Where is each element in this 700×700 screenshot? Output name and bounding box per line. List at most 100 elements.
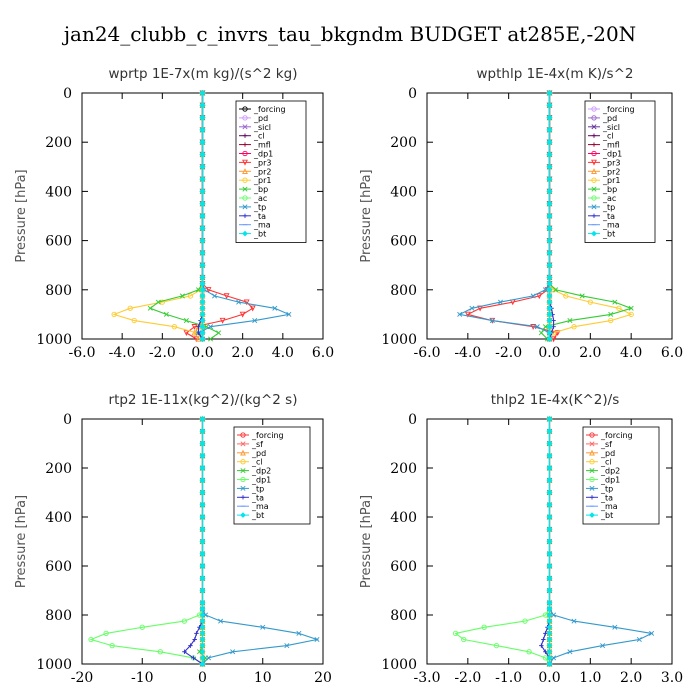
legend-entry: _bt	[251, 511, 264, 520]
legend-marker	[240, 495, 246, 500]
legend-marker	[242, 168, 248, 174]
legend-marker	[591, 150, 597, 157]
legend-entry: _pr2	[253, 167, 271, 176]
legend-entry: _pr3	[253, 158, 271, 167]
panel-title: wpthlp 1E-4x(m K)/s^2	[477, 66, 634, 82]
x-tick-label: 2.0	[579, 345, 601, 361]
x-tick-label: -20	[71, 670, 94, 686]
legend-marker	[242, 133, 248, 138]
y-tick-label: 0	[63, 86, 72, 102]
legend-entry: _forcing	[253, 105, 286, 114]
y-tick-label: 0	[63, 412, 72, 428]
legend-marker	[240, 512, 246, 518]
legend-entry: _sf	[251, 440, 263, 449]
legend-marker	[591, 168, 597, 174]
legend-entry: _bp	[602, 185, 617, 194]
legend-entry: _sicl	[602, 123, 620, 132]
legend-marker	[589, 476, 595, 483]
y-axis-label: Pressure [hPa]	[14, 169, 29, 262]
legend-entry: _mfl	[253, 141, 271, 150]
y-tick-label: 800	[45, 608, 72, 624]
legend-entry: _bt	[253, 230, 266, 239]
x-tick-label: -10	[131, 670, 154, 686]
legend-entry: _cl	[251, 458, 263, 467]
legend-marker	[591, 204, 597, 210]
legend-entry: _tp	[253, 203, 266, 212]
legend-marker	[589, 449, 595, 456]
legend-entry: _pd	[602, 114, 617, 123]
legend-marker	[589, 495, 595, 500]
legend-entry: _sicl	[253, 123, 271, 132]
series-points-bt	[546, 90, 553, 342]
legend-marker	[589, 441, 595, 447]
x-tick-label: -3.0	[414, 670, 441, 686]
legend-entry: _ma	[253, 221, 271, 230]
legend-marker	[591, 159, 597, 166]
legend-marker	[240, 476, 246, 483]
legend-marker	[240, 432, 246, 438]
legend-marker	[589, 432, 595, 438]
legend: _forcing_sf_pd_cl_dp2_dp1_tp_ta_ma_bt	[582, 426, 660, 525]
legend-marker	[242, 150, 248, 157]
legend-entry: _tp	[600, 484, 613, 493]
y-tick-label: 400	[390, 510, 417, 526]
series-points-bp	[147, 90, 222, 342]
legend: _forcing_sf_pd_cl_dp2_dp1_tp_ta_ma_bt	[233, 426, 311, 525]
legend-box	[582, 426, 660, 525]
legend-marker	[242, 177, 248, 183]
legend-entry: _mfl	[602, 141, 620, 150]
legend-marker	[591, 177, 597, 183]
y-tick-label: 600	[45, 234, 72, 250]
legend: _forcing_pd_sicl_cl_mfl_dp1_pr3_pr2_pr1_…	[235, 100, 307, 243]
legend-marker	[242, 230, 248, 237]
legend-marker	[591, 133, 597, 138]
legend-entry: _ta	[253, 212, 266, 221]
legend-entry: _pr3	[602, 158, 620, 167]
series-points-dp1	[452, 416, 553, 667]
legend-entry: _dp2	[251, 467, 271, 476]
y-tick-label: 800	[45, 283, 72, 299]
legend-entry: _pr2	[602, 167, 620, 176]
x-tick-label: 0.0	[538, 670, 560, 686]
legend-marker	[242, 213, 248, 218]
y-tick-label: 200	[390, 135, 417, 151]
panel-title: wprtp 1E-7x(m kg)/(s^2 kg)	[109, 66, 298, 82]
legend-entry: _bt	[602, 230, 615, 239]
y-tick-label: 200	[45, 461, 72, 477]
x-tick-label: 0.0	[538, 345, 560, 361]
legend-marker	[591, 230, 597, 237]
legend-entry: _ta	[600, 493, 613, 502]
legend-marker	[240, 468, 246, 474]
y-tick-label: 600	[45, 559, 72, 575]
legend-marker	[242, 115, 248, 121]
legend-marker	[242, 159, 248, 166]
legend-entry: _cl	[600, 458, 612, 467]
legend-marker	[589, 485, 595, 491]
legend-entry: _dp2	[600, 467, 620, 476]
y-tick-label: 200	[45, 135, 72, 151]
legend-marker	[240, 485, 246, 491]
chart-panel-1: wprtp 1E-7x(m kg)/(s^2 kg) Pressure [hPa]…	[14, 66, 334, 361]
y-tick-label: 400	[45, 510, 72, 526]
legend-marker	[589, 512, 595, 518]
chart-panel-2: wpthlp 1E-4x(m K)/s^2 Pressure [hPa] -6.0 -…	[359, 66, 683, 361]
x-tick-label: -6.0	[414, 345, 441, 361]
legend-marker	[589, 459, 595, 465]
y-tick-label: 600	[390, 559, 417, 575]
legend-entry: _cl	[253, 132, 265, 141]
legend-marker	[591, 124, 597, 130]
series-points-bt	[199, 90, 206, 342]
legend-marker	[242, 106, 248, 112]
legend-entry: _tp	[251, 484, 264, 493]
series-line-pr3	[466, 93, 559, 340]
y-axis-label: Pressure [hPa]	[359, 169, 374, 262]
series-points-pr1	[111, 90, 206, 342]
x-tick-label: -4.0	[109, 345, 136, 361]
series-points-bt	[546, 416, 553, 667]
legend: _forcing_pd_sicl_cl_mfl_dp1_pr3_pr2_pr1_…	[584, 100, 656, 243]
y-tick-label: 200	[390, 461, 417, 477]
legend-entry: _ac	[602, 194, 616, 203]
x-tick-label: -2.0	[495, 345, 522, 361]
legend-entry: _sf	[600, 440, 612, 449]
